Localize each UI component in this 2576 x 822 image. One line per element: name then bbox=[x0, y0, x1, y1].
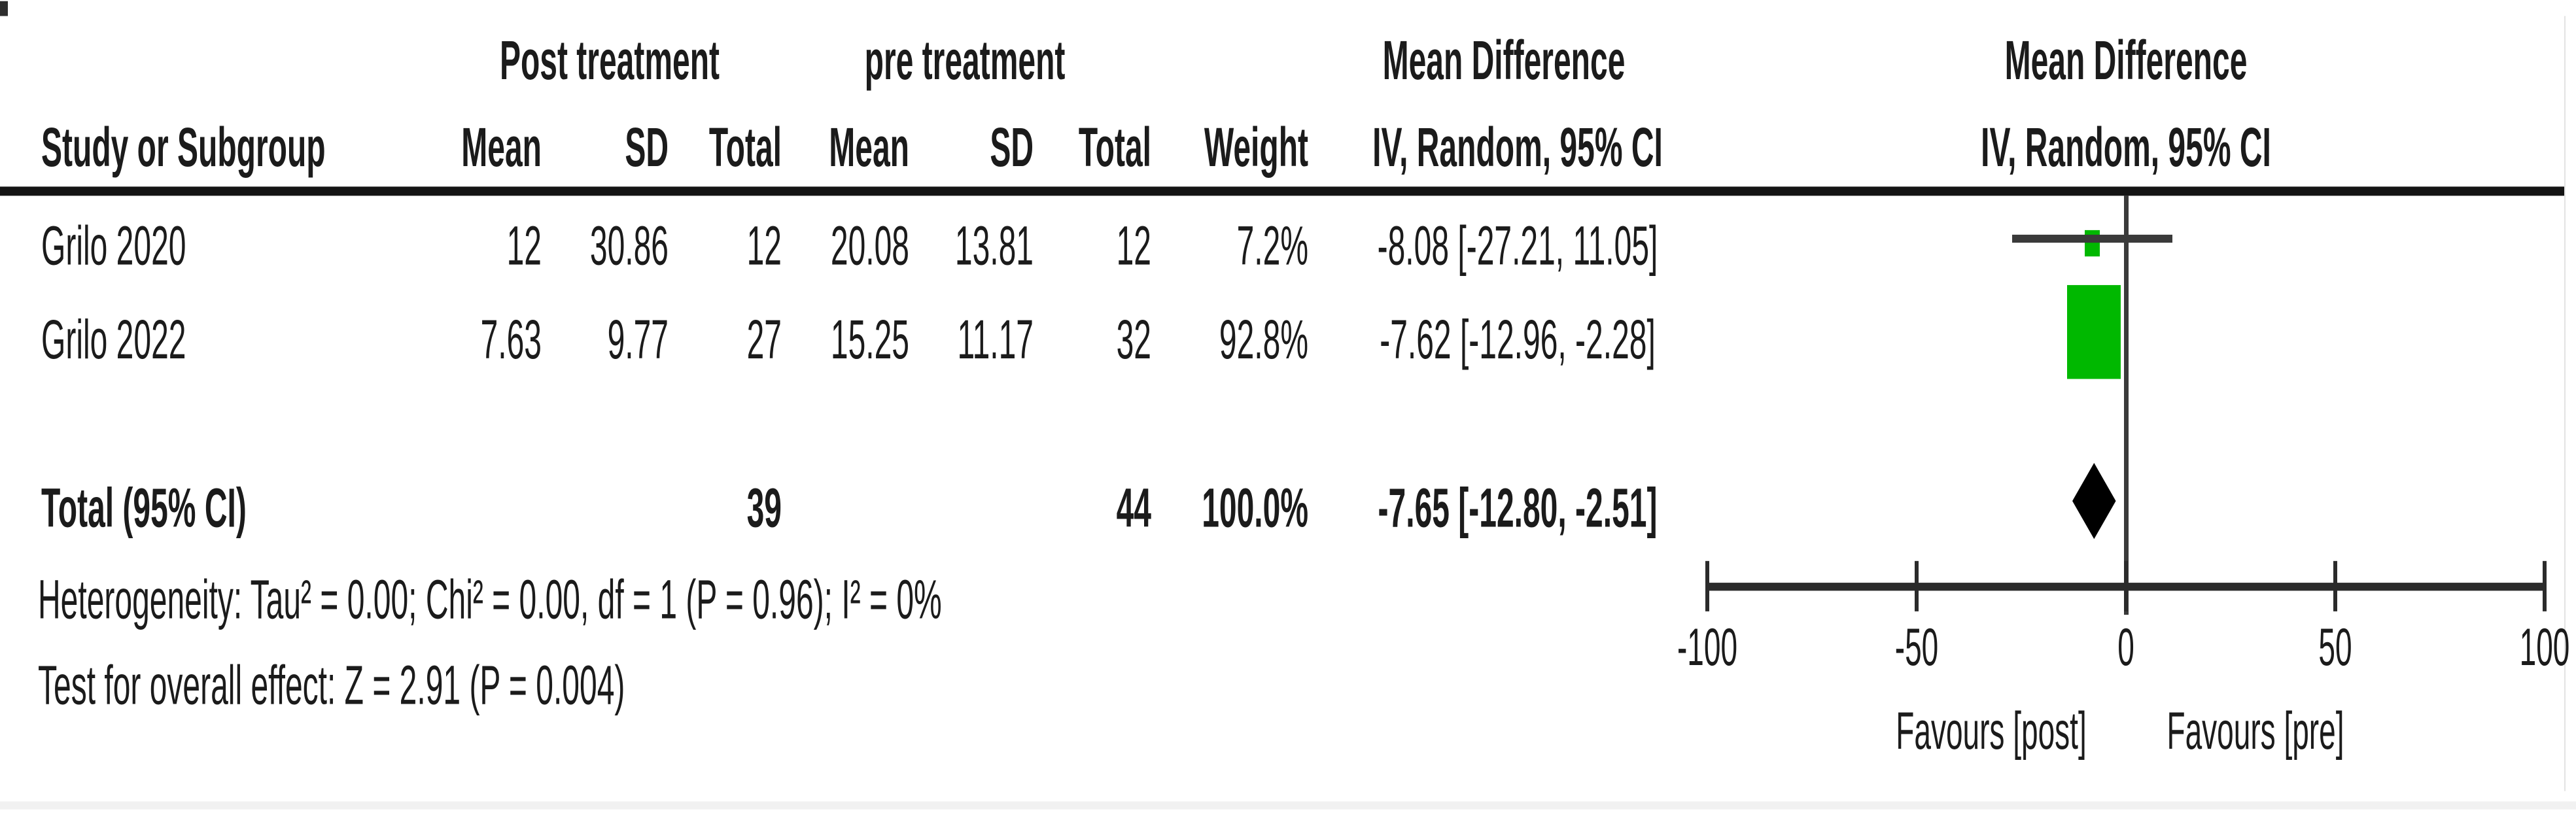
cell-post_sd: 30.86 bbox=[589, 216, 669, 277]
cell-weight: 100.0% bbox=[1202, 478, 1308, 539]
cell-post_total: 27 bbox=[746, 310, 782, 371]
cell-post_mean: 7.63 bbox=[480, 310, 542, 371]
group-header-post-treatment: Post treatment bbox=[499, 31, 720, 92]
axis-tick bbox=[2543, 560, 2547, 611]
cell-post_total: 12 bbox=[746, 216, 782, 277]
cell-pre_sd: 13.81 bbox=[954, 216, 1034, 277]
column-header-sd-post: SD bbox=[625, 118, 669, 179]
page-bottom-band bbox=[0, 801, 2576, 810]
zero-line bbox=[2123, 196, 2129, 615]
group-header-mean-difference-left: Mean Difference bbox=[1382, 31, 1626, 92]
cell-study: Grilo 2020 bbox=[41, 216, 186, 277]
cell-study: Grilo 2022 bbox=[41, 310, 186, 371]
axis-tick bbox=[2124, 560, 2128, 611]
cell-pre_mean: 20.08 bbox=[830, 216, 909, 277]
group-header-mean-difference-right: Mean Difference bbox=[2004, 31, 2248, 92]
page-right-edge-line bbox=[2564, 16, 2566, 791]
column-header-total-post: Total bbox=[708, 118, 782, 179]
summary-diamond bbox=[2072, 462, 2115, 538]
axis-tick-label: -50 bbox=[1894, 617, 1939, 677]
ci-line bbox=[2011, 234, 2172, 243]
favours-pre-label: Favours [pre] bbox=[2167, 700, 2344, 761]
column-header-ci-right: IV, Random, 95% CI bbox=[1981, 118, 2271, 179]
favours-post-label: Favours [post] bbox=[1896, 700, 2087, 761]
cell-pre_total: 44 bbox=[1116, 478, 1151, 539]
cell-post_mean: 12 bbox=[506, 216, 542, 277]
overall-effect-note: Test for overall effect: Z = 2.91 (P = 0… bbox=[38, 656, 625, 717]
cell-weight: 7.2% bbox=[1236, 216, 1308, 277]
column-header-sd-pre: SD bbox=[990, 118, 1034, 179]
axis-tick-label: 100 bbox=[2519, 617, 2570, 677]
cell-post_sd: 9.77 bbox=[607, 310, 669, 371]
column-header-study: Study or Subgroup bbox=[41, 118, 326, 179]
heterogeneity-note: Heterogeneity: Tau² = 0.00; Chi² = 0.00,… bbox=[38, 570, 942, 631]
weight-square bbox=[2067, 284, 2121, 379]
column-header-mean-post: Mean bbox=[461, 118, 542, 179]
cell-pre_total: 12 bbox=[1116, 216, 1151, 277]
cell-pre_sd: 11.17 bbox=[957, 310, 1034, 371]
header-rule bbox=[0, 186, 2566, 196]
cell-ci_text: -7.62 [-12.96, -2.28] bbox=[1380, 310, 1656, 371]
axis-tick bbox=[1705, 560, 1709, 611]
cell-ci_text: -8.08 [-27.21, 11.05] bbox=[1377, 216, 1658, 277]
cell-post_total: 39 bbox=[746, 478, 782, 539]
column-header-total-pre: Total bbox=[1078, 118, 1151, 179]
axis-tick-label: 0 bbox=[2117, 617, 2134, 677]
column-header-weight: Weight bbox=[1204, 118, 1308, 179]
cell-ci_text: -7.65 [-12.80, -2.51] bbox=[1378, 478, 1658, 539]
cell-pre_mean: 15.25 bbox=[830, 310, 909, 371]
column-header-ci-left: IV, Random, 95% CI bbox=[1372, 118, 1663, 179]
axis-tick-label: -100 bbox=[1677, 617, 1738, 677]
cell-study: Total (95% CI) bbox=[41, 478, 247, 539]
axis-tick bbox=[1915, 560, 1919, 611]
column-header-mean-pre: Mean bbox=[829, 118, 909, 179]
cell-weight: 92.8% bbox=[1219, 310, 1308, 371]
axis-tick-label: 50 bbox=[2318, 617, 2352, 677]
axis-tick bbox=[2333, 560, 2337, 611]
edge-artifact bbox=[0, 1, 8, 16]
cell-pre_total: 32 bbox=[1116, 310, 1151, 371]
group-header-pre-treatment: pre treatment bbox=[864, 31, 1066, 92]
